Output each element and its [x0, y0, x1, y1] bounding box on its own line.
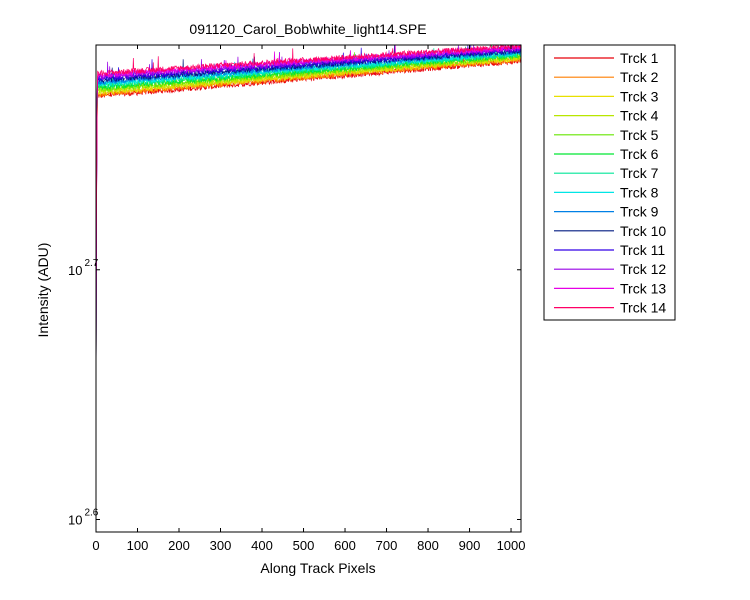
legend-entry: Trck 13	[620, 280, 666, 296]
legend-entry: Trck 8	[620, 184, 659, 200]
series-line	[95, 46, 522, 454]
x-tick-label: 500	[293, 538, 315, 553]
x-axis-label: Along Track Pixels	[260, 560, 375, 576]
legend-entry: Trck 1	[620, 50, 659, 66]
x-tick-label: 900	[459, 538, 481, 553]
legend-entry: Trck 3	[620, 88, 659, 104]
series-line	[95, 44, 522, 436]
y-axis-label: Intensity (ADU)	[35, 243, 51, 338]
series-line	[95, 44, 522, 448]
series-line	[95, 46, 522, 442]
legend-entry: Trck 7	[620, 165, 659, 181]
series-line	[95, 56, 522, 458]
legend-entry: Trck 4	[620, 108, 659, 124]
x-tick-label: 100	[127, 538, 149, 553]
legend-box	[543, 44, 676, 321]
axes-box	[95, 44, 522, 533]
x-tick-label: 200	[168, 538, 190, 553]
chart-title: 091120_Carol_Bob\white_light14.SPE	[189, 21, 426, 37]
x-tick-label: 700	[376, 538, 398, 553]
legend-entry: Trck 14	[620, 300, 666, 316]
x-tick-label: 400	[251, 538, 273, 553]
y-tick-label: 10 2.7	[68, 258, 99, 278]
legend-entry: Trck 5	[620, 127, 659, 143]
series-line	[95, 43, 522, 434]
x-tick-label: 800	[417, 538, 439, 553]
plot-series-group	[95, 43, 522, 458]
legend-entry: Trck 6	[620, 146, 659, 162]
legend-entry: Trck 10	[620, 223, 666, 239]
series-line	[95, 44, 522, 440]
x-tick-label: 300	[210, 538, 232, 553]
x-axis: 0 100 200 300 400 500 600 700 800 900 1000	[92, 45, 526, 553]
series-line	[95, 46, 522, 446]
legend-entry: Trck 2	[620, 69, 659, 85]
series-line	[95, 47, 522, 452]
series-line	[95, 47, 522, 450]
legend[interactable]: Trck 1 Trck 2 Trck 3 Trck 4 Trck 5 Trck 6 Trck…	[543, 44, 676, 321]
series-line	[95, 44, 522, 444]
series-line	[95, 43, 522, 432]
x-tick-label: 600	[334, 538, 356, 553]
x-tick-label: 0	[92, 538, 99, 553]
legend-entry: Trck 11	[620, 242, 665, 258]
series-line	[95, 50, 522, 456]
legend-entry: Trck 12	[620, 261, 666, 277]
y-tick-label: 10 2.6	[68, 508, 99, 528]
legend-entry: Trck 9	[620, 204, 659, 220]
series-line	[95, 44, 522, 438]
y-axis: 10 2.6 10 2.7	[68, 258, 521, 528]
x-tick-label: 1000	[497, 538, 526, 553]
